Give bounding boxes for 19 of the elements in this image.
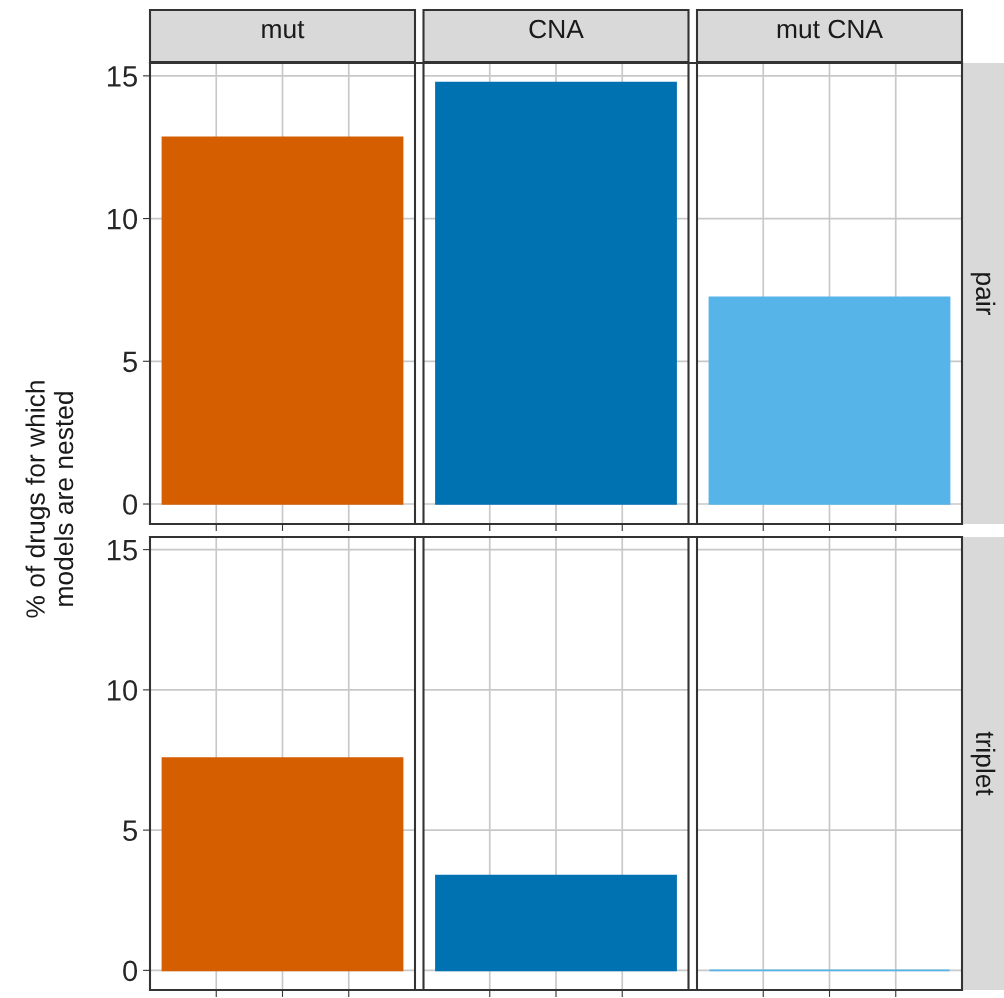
y-tick-label: 5 [123, 820, 137, 841]
x-tick-label: mut CNA [777, 19, 883, 39]
bar [435, 874, 677, 972]
x-tick-label: CNA [529, 19, 584, 39]
y2-axis-title: pair [970, 273, 996, 316]
bar [161, 136, 404, 505]
y-tick-label: 10 [107, 680, 138, 701]
y-tick-label: 5 [123, 351, 137, 373]
y-axis-title: % of drugs for which models are nested [25, 381, 74, 618]
bar [708, 296, 951, 505]
y-tick-label: 0 [123, 960, 138, 982]
y2-axis-title: triplet [970, 731, 996, 796]
y-tick-label: 0 [123, 494, 138, 515]
y-tick-label: 10 [107, 208, 138, 230]
y-tick-label: 15 [107, 66, 137, 87]
x-tick-label: mut [262, 21, 305, 39]
bar [161, 757, 404, 972]
bar [435, 81, 677, 505]
y-tick-label: 15 [107, 540, 137, 561]
